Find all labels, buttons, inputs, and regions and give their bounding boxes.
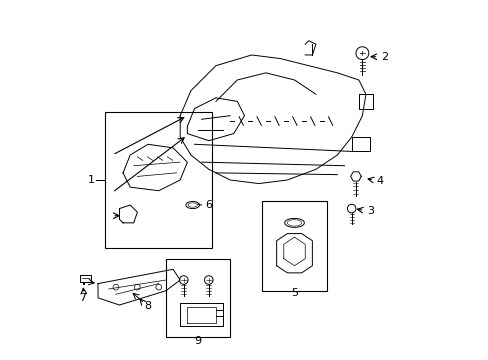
Text: 8: 8: [143, 301, 151, 311]
Text: 7: 7: [80, 293, 86, 303]
Text: 4: 4: [375, 176, 382, 186]
Text: 6: 6: [205, 200, 212, 210]
Text: 1: 1: [87, 175, 94, 185]
Text: 2: 2: [381, 52, 387, 62]
Text: 3: 3: [366, 206, 373, 216]
Bar: [105, 112, 212, 248]
Bar: [165, 258, 230, 337]
Text: 5: 5: [290, 288, 297, 297]
Bar: [262, 202, 326, 291]
Text: 9: 9: [194, 337, 201, 346]
